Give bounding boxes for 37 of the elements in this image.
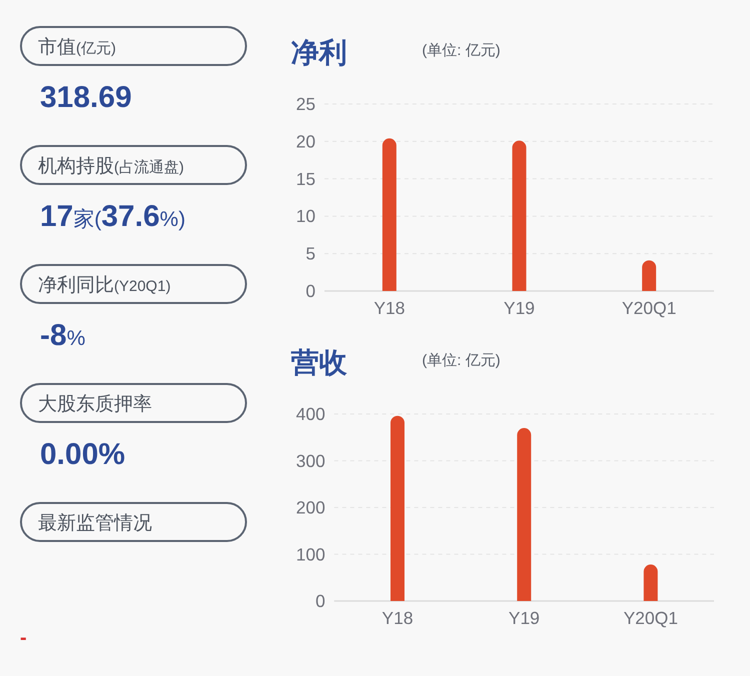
text: 净利同比(Y20Q1) <box>38 275 171 296</box>
x-tick-label: Y19 <box>508 608 540 628</box>
text: 市值(亿元) <box>38 36 116 58</box>
y-tick-label: 300 <box>296 450 326 471</box>
bar <box>644 564 658 601</box>
y-tick-label: 100 <box>296 544 326 564</box>
x-tick-label: Y20Q1 <box>623 608 678 628</box>
y-tick-label: 0 <box>306 281 316 301</box>
chart-title: 营收 <box>290 347 348 378</box>
bar <box>390 416 405 601</box>
chart-title: 净利 <box>291 37 347 68</box>
bar <box>642 260 656 291</box>
x-tick-label: Y18 <box>374 298 405 318</box>
text: 最新监管情况 <box>38 512 152 534</box>
bar <box>382 138 396 291</box>
y-tick-label: 200 <box>296 498 326 518</box>
text: - <box>20 627 27 649</box>
y-tick-label: 5 <box>306 244 316 264</box>
y-tick-label: 25 <box>296 94 316 114</box>
text: -8% <box>40 319 86 352</box>
text: 大股东质押率 <box>38 393 152 415</box>
bar <box>512 140 526 291</box>
y-tick-label: 15 <box>296 168 316 189</box>
chart-subtitle: (单位: 亿元) <box>422 352 500 369</box>
x-tick-label: Y18 <box>382 608 414 628</box>
x-tick-label: Y19 <box>504 298 535 318</box>
text: 17家(37.6%) <box>40 200 186 233</box>
x-tick-label: Y20Q1 <box>622 298 676 318</box>
y-tick-label: 20 <box>296 131 316 152</box>
bar <box>517 428 532 601</box>
text: 318.69 <box>40 81 132 114</box>
chart-subtitle: (单位: 亿元) <box>422 42 500 59</box>
y-tick-label: 10 <box>296 206 316 226</box>
y-tick-label: 0 <box>315 591 326 611</box>
y-tick-label: 400 <box>296 404 326 424</box>
text: 机构持股(占流通盘) <box>38 156 184 177</box>
text: 0.00% <box>40 438 126 471</box>
